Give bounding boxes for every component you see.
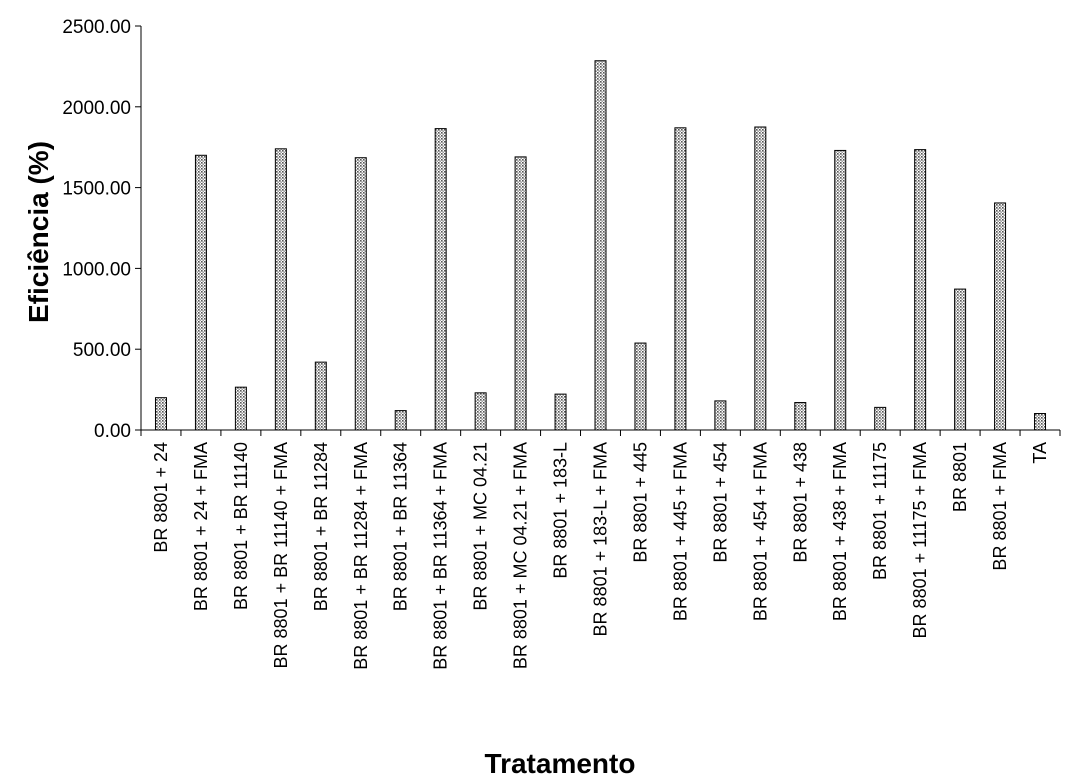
bar (195, 155, 206, 430)
x-tick-label: BR 8801 + 445 + FMA (670, 442, 690, 621)
bar (315, 362, 326, 430)
y-tick-label: 500.00 (73, 340, 131, 361)
y-tick-label: 2500.00 (62, 17, 131, 38)
bar (955, 289, 966, 430)
bar (635, 343, 646, 430)
x-tick-label: BR 8801 (950, 442, 970, 512)
x-tick-label: BR 8801 + 438 (790, 442, 810, 563)
bar (915, 150, 926, 430)
y-axis-ticks: 0.00 500.00 1000.00 1500.00 2000.00 2500.00 (62, 17, 141, 442)
x-tick-label: BR 8801 + 183-L (551, 442, 571, 579)
x-tick-label: BR 8801 + BR 11364 + FMA (431, 442, 451, 670)
x-tick-label: BR 8801 + MC 04.21 + FMA (511, 442, 531, 669)
x-tick-label: BR 8801 + BR 11140 (231, 442, 251, 610)
bar (355, 158, 366, 430)
bar (235, 387, 246, 430)
x-tick-label: TA (1030, 442, 1050, 464)
x-tick-label: BR 8801 + 11175 + FMA (910, 442, 930, 638)
bar (555, 394, 566, 430)
bars (155, 61, 1045, 430)
bar (595, 61, 606, 430)
x-tick-label: BR 8801 + 438 + FMA (830, 442, 850, 621)
bar (715, 401, 726, 430)
x-tick-label: BR 8801 + FMA (990, 442, 1010, 571)
x-tick-label: BR 8801 + BR 11284 (311, 442, 331, 611)
x-tick-label: BR 8801 + 24 (151, 442, 171, 553)
y-tick-label: 0.00 (94, 421, 131, 442)
bar (1035, 414, 1046, 430)
bar (275, 149, 286, 430)
bar (755, 127, 766, 430)
x-axis-title: Tratamento (485, 748, 636, 779)
y-tick-label: 1000.00 (62, 259, 131, 280)
x-axis-ticks: BR 8801 + 24 BR 8801 + 24 + FMA BR 8801 + … (141, 430, 1060, 670)
x-tick-label: BR 8801 + 454 + FMA (750, 442, 770, 621)
x-tick-label: BR 8801 + BR 11284 + FMA (351, 442, 371, 670)
bar (475, 393, 486, 430)
x-tick-label: BR 8801 + BR 11364 (391, 442, 411, 611)
y-tick-label: 1500.00 (62, 179, 131, 200)
bar (795, 403, 806, 430)
bar (435, 129, 446, 430)
bar (155, 398, 166, 430)
bar (835, 150, 846, 430)
bar (875, 407, 886, 430)
x-tick-label: BR 8801 + MC 04.21 (471, 442, 491, 611)
y-axis-title: Eficiência (%) (23, 141, 54, 323)
x-tick-label: BR 8801 + 454 (710, 442, 730, 563)
bar (995, 203, 1006, 430)
bar (395, 411, 406, 430)
y-tick-label: 2000.00 (62, 98, 131, 119)
x-tick-label: BR 8801 + BR 11140 + FMA (271, 442, 291, 668)
x-tick-label: BR 8801 + 24 + FMA (191, 442, 211, 611)
x-tick-label: BR 8801 + 183-L + FMA (591, 442, 611, 636)
x-tick-label: BR 8801 + 445 (630, 442, 650, 563)
bar (675, 128, 686, 430)
x-tick-label: BR 8801 + 11175 (870, 442, 890, 580)
bar (515, 157, 526, 430)
